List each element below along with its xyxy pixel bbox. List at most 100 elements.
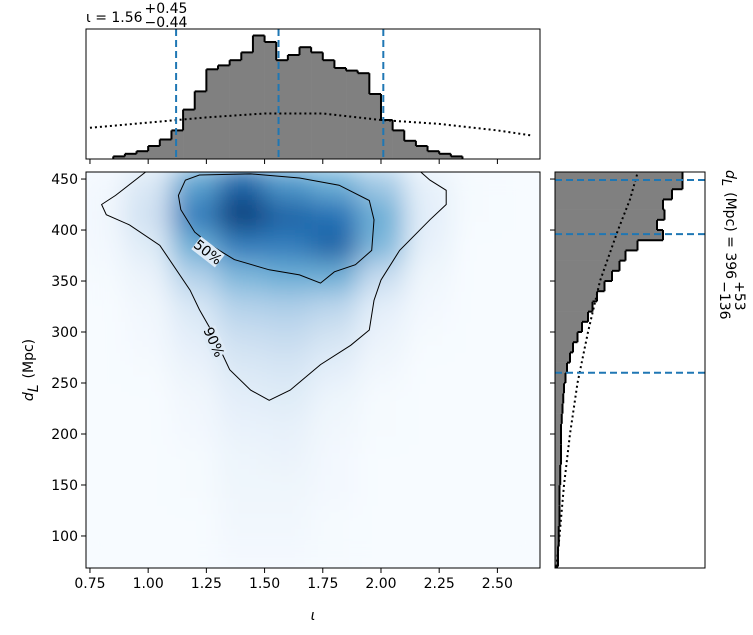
- x-tick-label: 2.25: [424, 576, 455, 592]
- density-cell: [497, 535, 540, 568]
- density-cell: [404, 474, 452, 506]
- density-cell: [311, 321, 359, 353]
- y-label-symbol: d: [21, 392, 37, 401]
- density-cell: [218, 505, 266, 537]
- density-cell: [404, 413, 452, 445]
- density-cell: [357, 199, 405, 231]
- hist-bar: [427, 151, 440, 159]
- main-frame: [85, 171, 541, 569]
- hist-bar: [555, 189, 672, 200]
- density-cell: [264, 230, 312, 262]
- density-cell: [311, 413, 359, 445]
- density-cell: [357, 383, 405, 415]
- contour-label-bg: [200, 325, 228, 359]
- y-tick-label: 450: [51, 172, 78, 188]
- density-cell: [124, 474, 172, 506]
- title-lower: −0.44: [145, 15, 188, 31]
- density-cell: [404, 291, 452, 323]
- hist-bar: [555, 444, 561, 465]
- density-cell: [450, 352, 498, 384]
- density-cell: [404, 230, 452, 262]
- y-tick-label: 350: [51, 274, 78, 290]
- prior-line: [555, 172, 639, 567]
- y-tick-label: 400: [51, 223, 78, 239]
- density-cell: [497, 199, 540, 231]
- hist-bar: [450, 156, 463, 159]
- x-tick-label: 2.50: [482, 576, 513, 592]
- density-cell: [171, 199, 219, 231]
- density-cell: [124, 535, 172, 568]
- x-tick-label: 1.25: [191, 576, 222, 592]
- x-axis-label: ι: [311, 608, 316, 624]
- hist-bar: [555, 321, 582, 333]
- density-cell: [171, 474, 219, 506]
- density-cell: [171, 505, 219, 537]
- density-cell: [86, 352, 126, 384]
- density-cell: [450, 260, 498, 292]
- hist-bar: [183, 109, 196, 159]
- density-cell: [218, 321, 266, 353]
- density-cell: [86, 172, 126, 200]
- density-cell: [264, 474, 312, 506]
- density-cell: [124, 352, 172, 384]
- axes: [81, 159, 707, 573]
- hist-bar: [252, 35, 265, 159]
- density-cell: [497, 383, 540, 415]
- right-title-text: dL (Mpc) = 396: [718, 170, 738, 279]
- density-cell: [218, 230, 266, 262]
- density-cell: [357, 474, 405, 506]
- density-cell: [171, 383, 219, 415]
- hist-bar: [555, 230, 663, 241]
- density-cell: [404, 352, 452, 384]
- density-cell: [450, 230, 498, 262]
- density-cell: [264, 172, 312, 200]
- density-cell: [86, 535, 126, 568]
- hist-bar: [555, 383, 564, 394]
- hist-bar: [555, 270, 612, 282]
- density-cell: [311, 474, 359, 506]
- density-cell: [497, 291, 540, 323]
- density-cell: [311, 230, 359, 262]
- density-cell: [311, 260, 359, 292]
- density-cell: [124, 291, 172, 323]
- density-cell: [404, 199, 452, 231]
- hist-bar: [555, 393, 564, 404]
- density-cell: [171, 260, 219, 292]
- density-cell: [311, 199, 359, 231]
- density-cell: [171, 291, 219, 323]
- density-cell: [450, 474, 498, 506]
- hist-bar: [124, 153, 137, 159]
- hist-bar: [555, 209, 665, 221]
- density-cell: [171, 352, 219, 384]
- density-cell: [497, 352, 540, 384]
- density-cell: [264, 321, 312, 353]
- density-cell: [450, 321, 498, 353]
- hist-bar: [555, 250, 626, 261]
- density-cell: [218, 172, 266, 200]
- hist-bar: [276, 60, 289, 159]
- density-cell: [450, 383, 498, 415]
- density-cell: [86, 230, 126, 262]
- right-title: dL (Mpc) = 396 +53−136: [716, 170, 747, 320]
- density-cell: [218, 291, 266, 323]
- density-cell: [357, 260, 405, 292]
- density-cell: [86, 474, 126, 506]
- hist-bar: [194, 91, 207, 159]
- density-cell: [218, 444, 266, 476]
- density-cell: [450, 444, 498, 476]
- density-cell: [124, 230, 172, 262]
- density-cell: [264, 535, 312, 568]
- hist-bar: [555, 362, 567, 374]
- hist-bar: [380, 120, 393, 159]
- density-cell: [124, 199, 172, 231]
- hist-bar: [555, 525, 559, 547]
- y-tick-label: 200: [51, 427, 78, 443]
- hist-bar: [555, 352, 570, 363]
- y-axis-label: dL (Mpc): [21, 339, 42, 401]
- right-title-main: (Mpc) = 396: [722, 192, 738, 279]
- hist-bar: [555, 179, 683, 190]
- density-cell: [311, 383, 359, 415]
- y-label-subscript: L: [26, 384, 42, 392]
- hist-bar: [299, 47, 312, 159]
